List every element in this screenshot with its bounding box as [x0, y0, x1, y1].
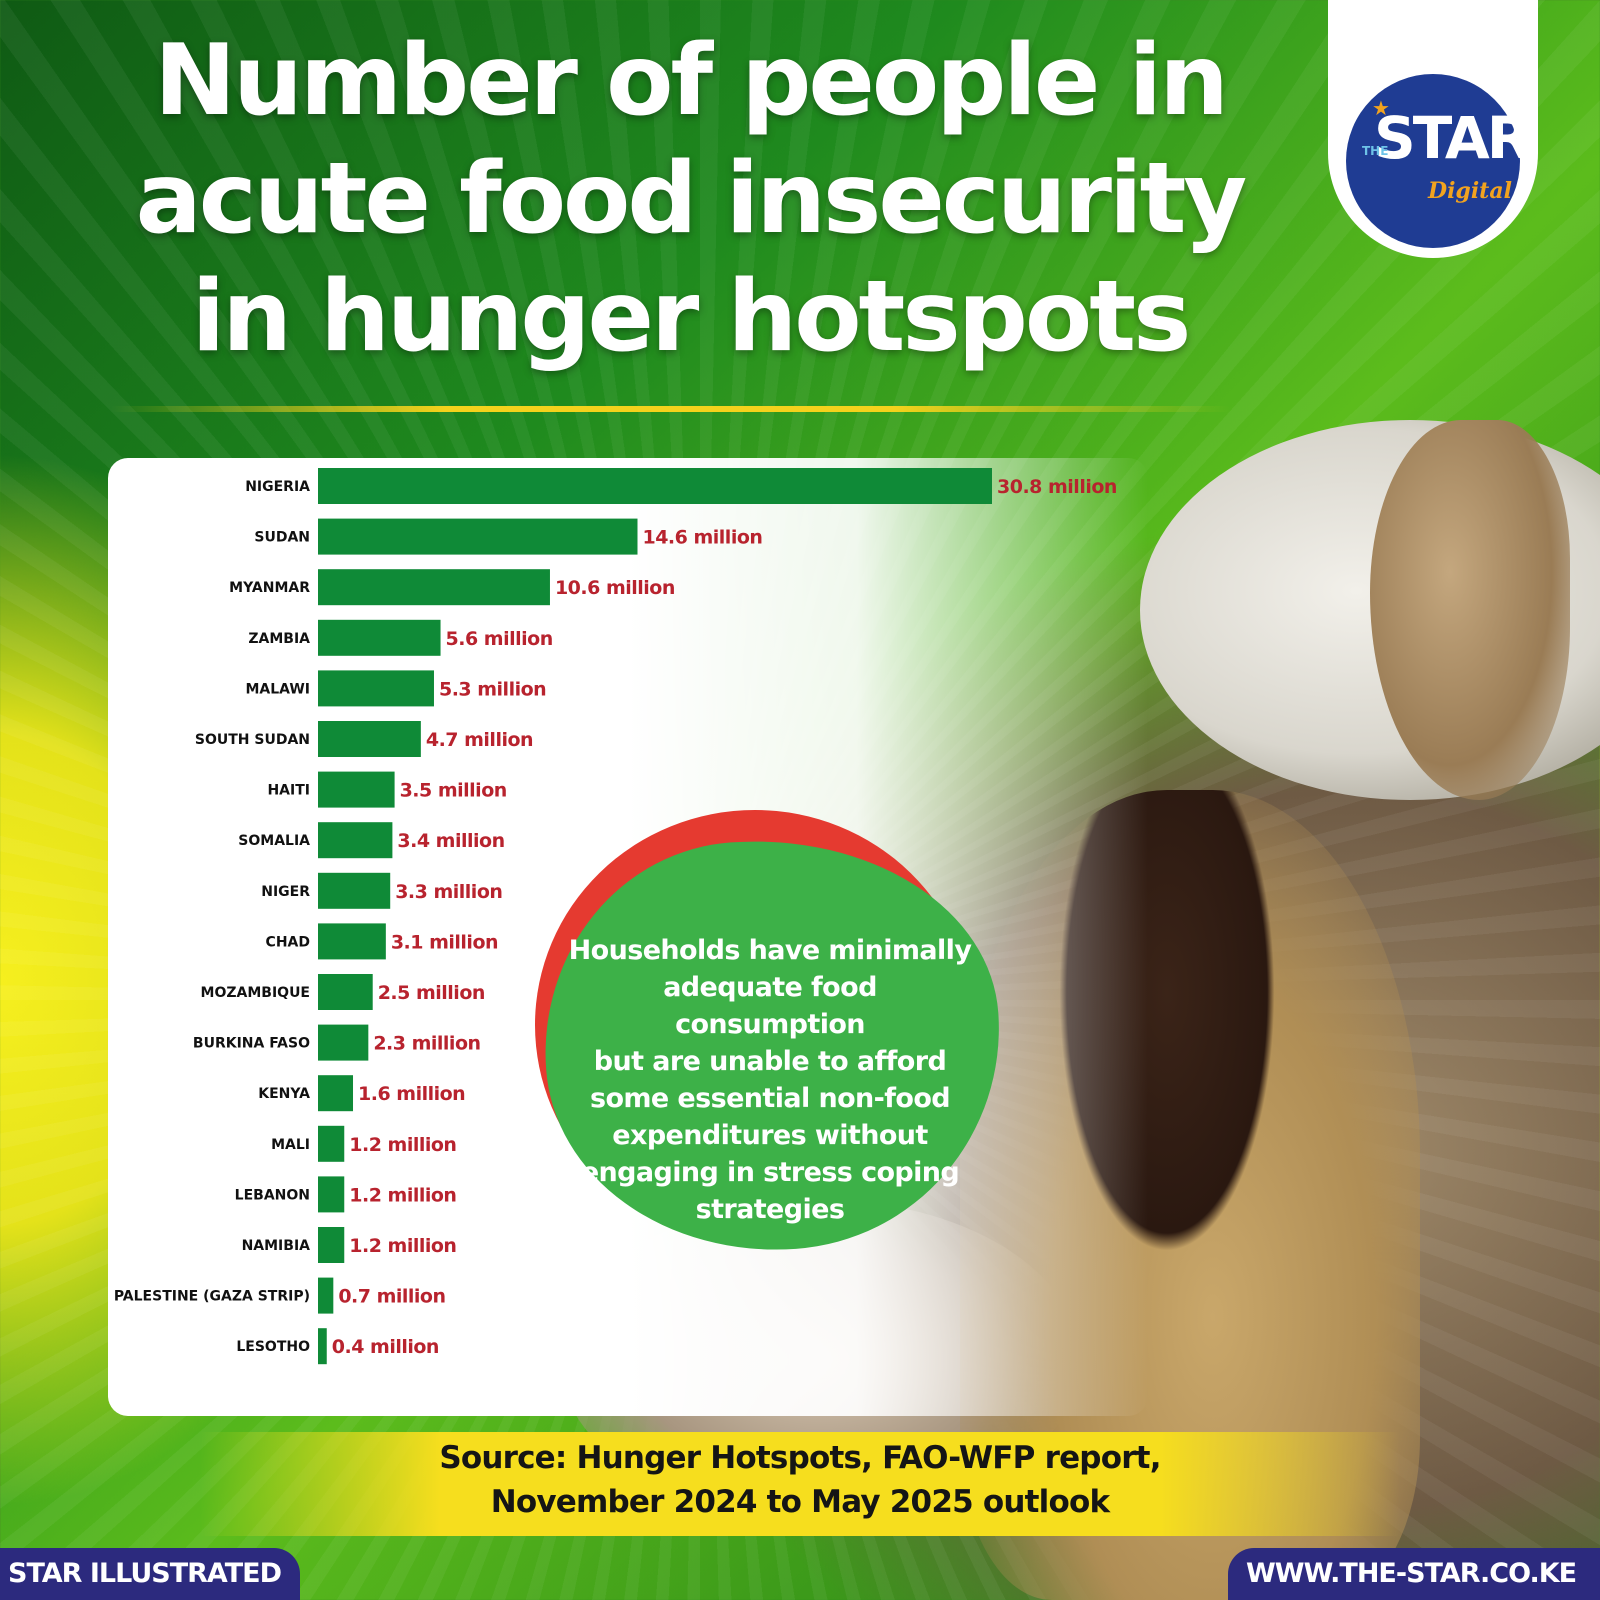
callout-line-2: adequate food consumption	[663, 972, 877, 1040]
source-note: Source: Hunger Hotspots, FAO-WFP report,…	[200, 1436, 1400, 1524]
background-photo-hand	[1370, 420, 1570, 800]
category-label-3: ZAMBIA	[248, 631, 310, 647]
category-label-5: SOUTH SUDAN	[195, 732, 310, 748]
category-label-1: SUDAN	[254, 530, 310, 546]
value-label-9: 3.1 million	[391, 931, 498, 953]
callout-line-4: some essential non-food	[589, 1083, 951, 1114]
callout-line-7: strategies	[695, 1194, 845, 1225]
bar-5	[318, 721, 421, 757]
value-label-6: 3.5 million	[400, 780, 507, 802]
logo-digital-text: Digital	[1428, 178, 1512, 204]
title-line-2: acute food insecurity	[135, 142, 1248, 256]
category-label-14: LEBANON	[235, 1187, 310, 1203]
bar-11	[318, 1024, 369, 1061]
value-label-17: 0.4 million	[332, 1336, 439, 1358]
bar-4	[318, 670, 434, 707]
callout-text: Households have minimally adequate food …	[565, 932, 975, 1228]
bar-7	[318, 822, 393, 859]
bar-6	[318, 771, 395, 808]
title-divider	[110, 406, 1230, 412]
callout-line-1: Households have minimally	[568, 935, 972, 966]
bar-14	[318, 1176, 345, 1213]
bar-3	[318, 619, 441, 656]
value-label-16: 0.7 million	[338, 1286, 445, 1308]
bar-16	[318, 1277, 334, 1314]
category-label-11: BURKINA FASO	[193, 1036, 310, 1052]
source-line-1: Source: Hunger Hotspots, FAO-WFP report,	[439, 1440, 1161, 1476]
category-label-8: NIGER	[261, 884, 310, 900]
category-label-15: NAMIBIA	[242, 1238, 311, 1254]
value-label-1: 14.6 million	[642, 527, 762, 549]
callout-line-5: expenditures without	[612, 1120, 928, 1151]
bar-1	[318, 518, 638, 555]
bar-12	[318, 1075, 354, 1112]
value-label-12: 1.6 million	[358, 1083, 465, 1105]
category-label-13: MALI	[271, 1137, 310, 1153]
callout-line-6: engaging in stress coping	[580, 1157, 960, 1188]
value-label-13: 1.2 million	[349, 1134, 456, 1156]
value-label-11: 2.3 million	[373, 1033, 480, 1055]
category-label-2: MYANMAR	[229, 580, 310, 596]
value-label-2: 10.6 million	[555, 577, 675, 599]
bar-2	[318, 569, 550, 606]
source-band	[200, 1432, 1400, 1536]
category-label-12: KENYA	[258, 1086, 310, 1102]
category-label-4: MALAWI	[245, 681, 310, 697]
title-line-1: Number of people in	[154, 24, 1229, 138]
value-label-14: 1.2 million	[349, 1184, 456, 1206]
value-label-7: 3.4 million	[397, 830, 504, 852]
bar-10	[318, 974, 373, 1010]
category-label-10: MOZAMBIQUE	[201, 985, 310, 1001]
category-label-9: CHAD	[266, 934, 310, 950]
category-label-17: LESOTHO	[236, 1339, 310, 1355]
title-line-3: in hunger hotspots	[191, 260, 1192, 374]
value-label-15: 1.2 million	[349, 1235, 456, 1257]
bar-15	[318, 1227, 345, 1263]
page-title: Number of people in acute food insecurit…	[40, 22, 1340, 376]
bar-9	[318, 923, 386, 960]
logo-star-text: STAR	[1374, 104, 1531, 172]
footer-website-link[interactable]: WWW.THE-STAR.CO.KE	[1228, 1548, 1600, 1600]
bar-0	[318, 468, 992, 504]
value-label-8: 3.3 million	[395, 881, 502, 903]
logo-the-text: THE	[1362, 144, 1389, 158]
callout-line-3: but are unable to afford	[593, 1046, 947, 1077]
bar-8	[318, 872, 391, 909]
value-label-10: 2.5 million	[378, 982, 485, 1004]
footer-right-label[interactable]: WWW.THE-STAR.CO.KE	[1246, 1558, 1577, 1589]
category-label-6: HAITI	[267, 783, 310, 799]
value-label-5: 4.7 million	[426, 729, 533, 751]
star-icon: ★	[1372, 96, 1390, 120]
star-digital-logo[interactable]: ★ STAR THE Digital	[1328, 0, 1538, 258]
bar-13	[318, 1125, 345, 1162]
category-label-0: NIGERIA	[245, 479, 310, 495]
value-label-4: 5.3 million	[439, 678, 546, 700]
bar-17	[318, 1328, 327, 1365]
value-label-3: 5.6 million	[446, 628, 553, 650]
source-line-2: November 2024 to May 2025 outlook	[490, 1484, 1110, 1520]
value-label-0: 30.8 million	[997, 476, 1117, 498]
logo-badge: ★ STAR THE Digital	[1346, 74, 1531, 248]
footer-left-label: STAR ILLUSTRATED	[8, 1558, 282, 1589]
category-label-7: SOMALIA	[238, 833, 310, 849]
bar-chart: NIGERIA 30.8 million SUDAN 14.6 million MYAN…	[114, 468, 1117, 1365]
category-label-16: PALESTINE (GAZA STRIP)	[114, 1289, 310, 1305]
footer-star-illustrated: STAR ILLUSTRATED	[0, 1548, 300, 1600]
